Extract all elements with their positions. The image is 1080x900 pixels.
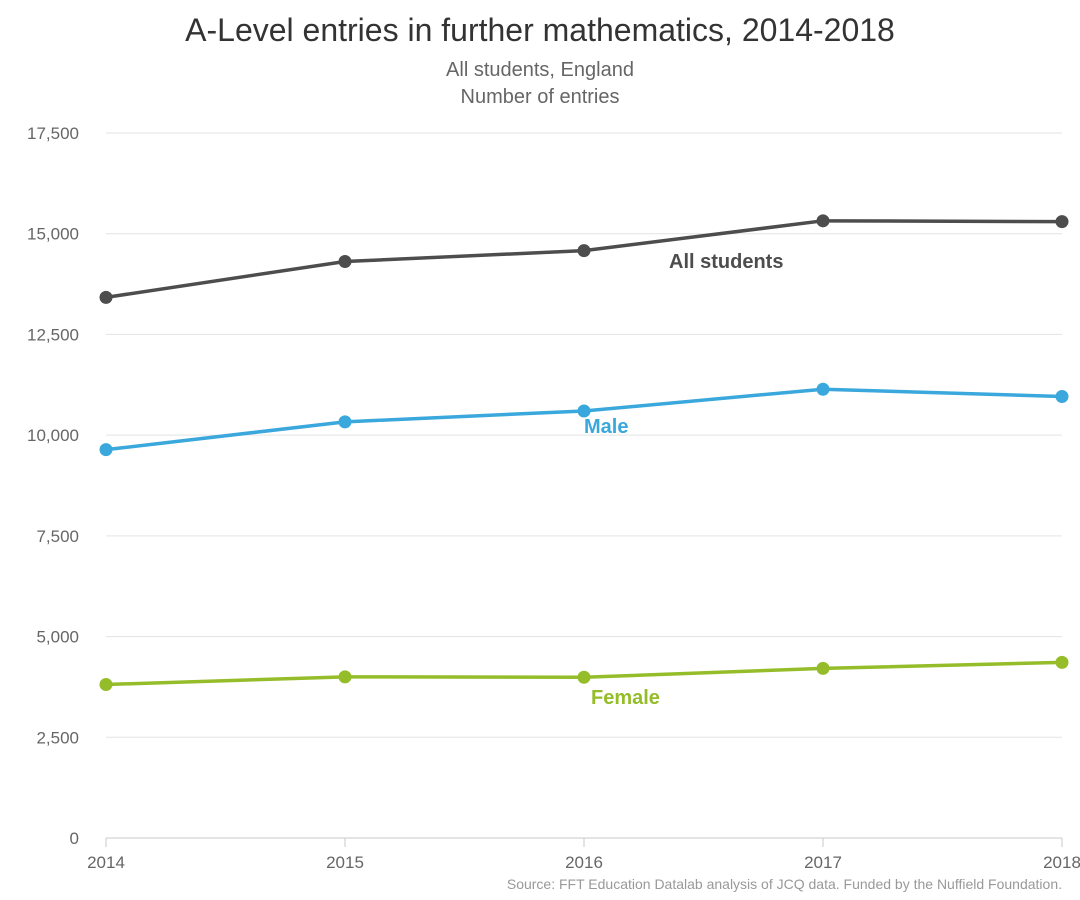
y-tick-label: 10,000 [27,426,79,445]
data-point-male [99,443,113,457]
data-point-male [816,382,830,396]
x-tick-label: 2018 [1043,853,1080,872]
data-point-female [577,670,591,684]
y-tick-label: 12,500 [27,325,79,344]
y-tick-label: 2,500 [36,728,79,747]
series-line-all-students [105,219,1063,300]
y-tick-label: 17,500 [27,124,79,143]
data-point-all-students [816,214,830,228]
x-tick-label: 2014 [87,853,125,872]
data-point-female [99,678,113,692]
chart-subtitle-population: All students, England [446,59,634,81]
x-axis: 2014 2015 2016 2017 2018 [87,837,1080,872]
y-tick-label: 7,500 [36,527,79,546]
series-label-all-students: All students [669,251,783,273]
source-note: Source: FFT Education Datalab analysis o… [506,876,1062,892]
data-point-male [577,404,591,418]
y-axis-ticks: 0 2,500 5,000 7,500 10,000 12,500 15,000 17,500 [27,124,79,848]
gridlines [106,132,1062,738]
data-point-female [1055,655,1069,669]
y-tick-label: 0 [70,829,79,848]
data-point-all-students [577,244,591,258]
x-tick-label: 2016 [565,853,603,872]
data-point-all-students [338,255,352,269]
series-label-male: Male [584,416,628,438]
y-tick-label: 15,000 [27,225,79,244]
data-point-female [338,670,352,684]
chart-subtitle-measure: Number of entries [460,86,620,108]
data-point-male [1055,389,1069,403]
data-point-female [816,661,830,675]
chart-title: A-Level entries in further mathematics, … [185,12,895,48]
y-tick-label: 5,000 [36,628,79,647]
series-labels: All students Male Female [584,251,783,709]
x-tick-label: 2015 [326,853,364,872]
data-point-all-students [99,290,113,304]
data-point-all-students [1055,215,1069,229]
series-lines [99,214,1069,692]
data-point-male [338,415,352,429]
series-label-female: Female [591,687,660,709]
x-tick-label: 2017 [804,853,842,872]
